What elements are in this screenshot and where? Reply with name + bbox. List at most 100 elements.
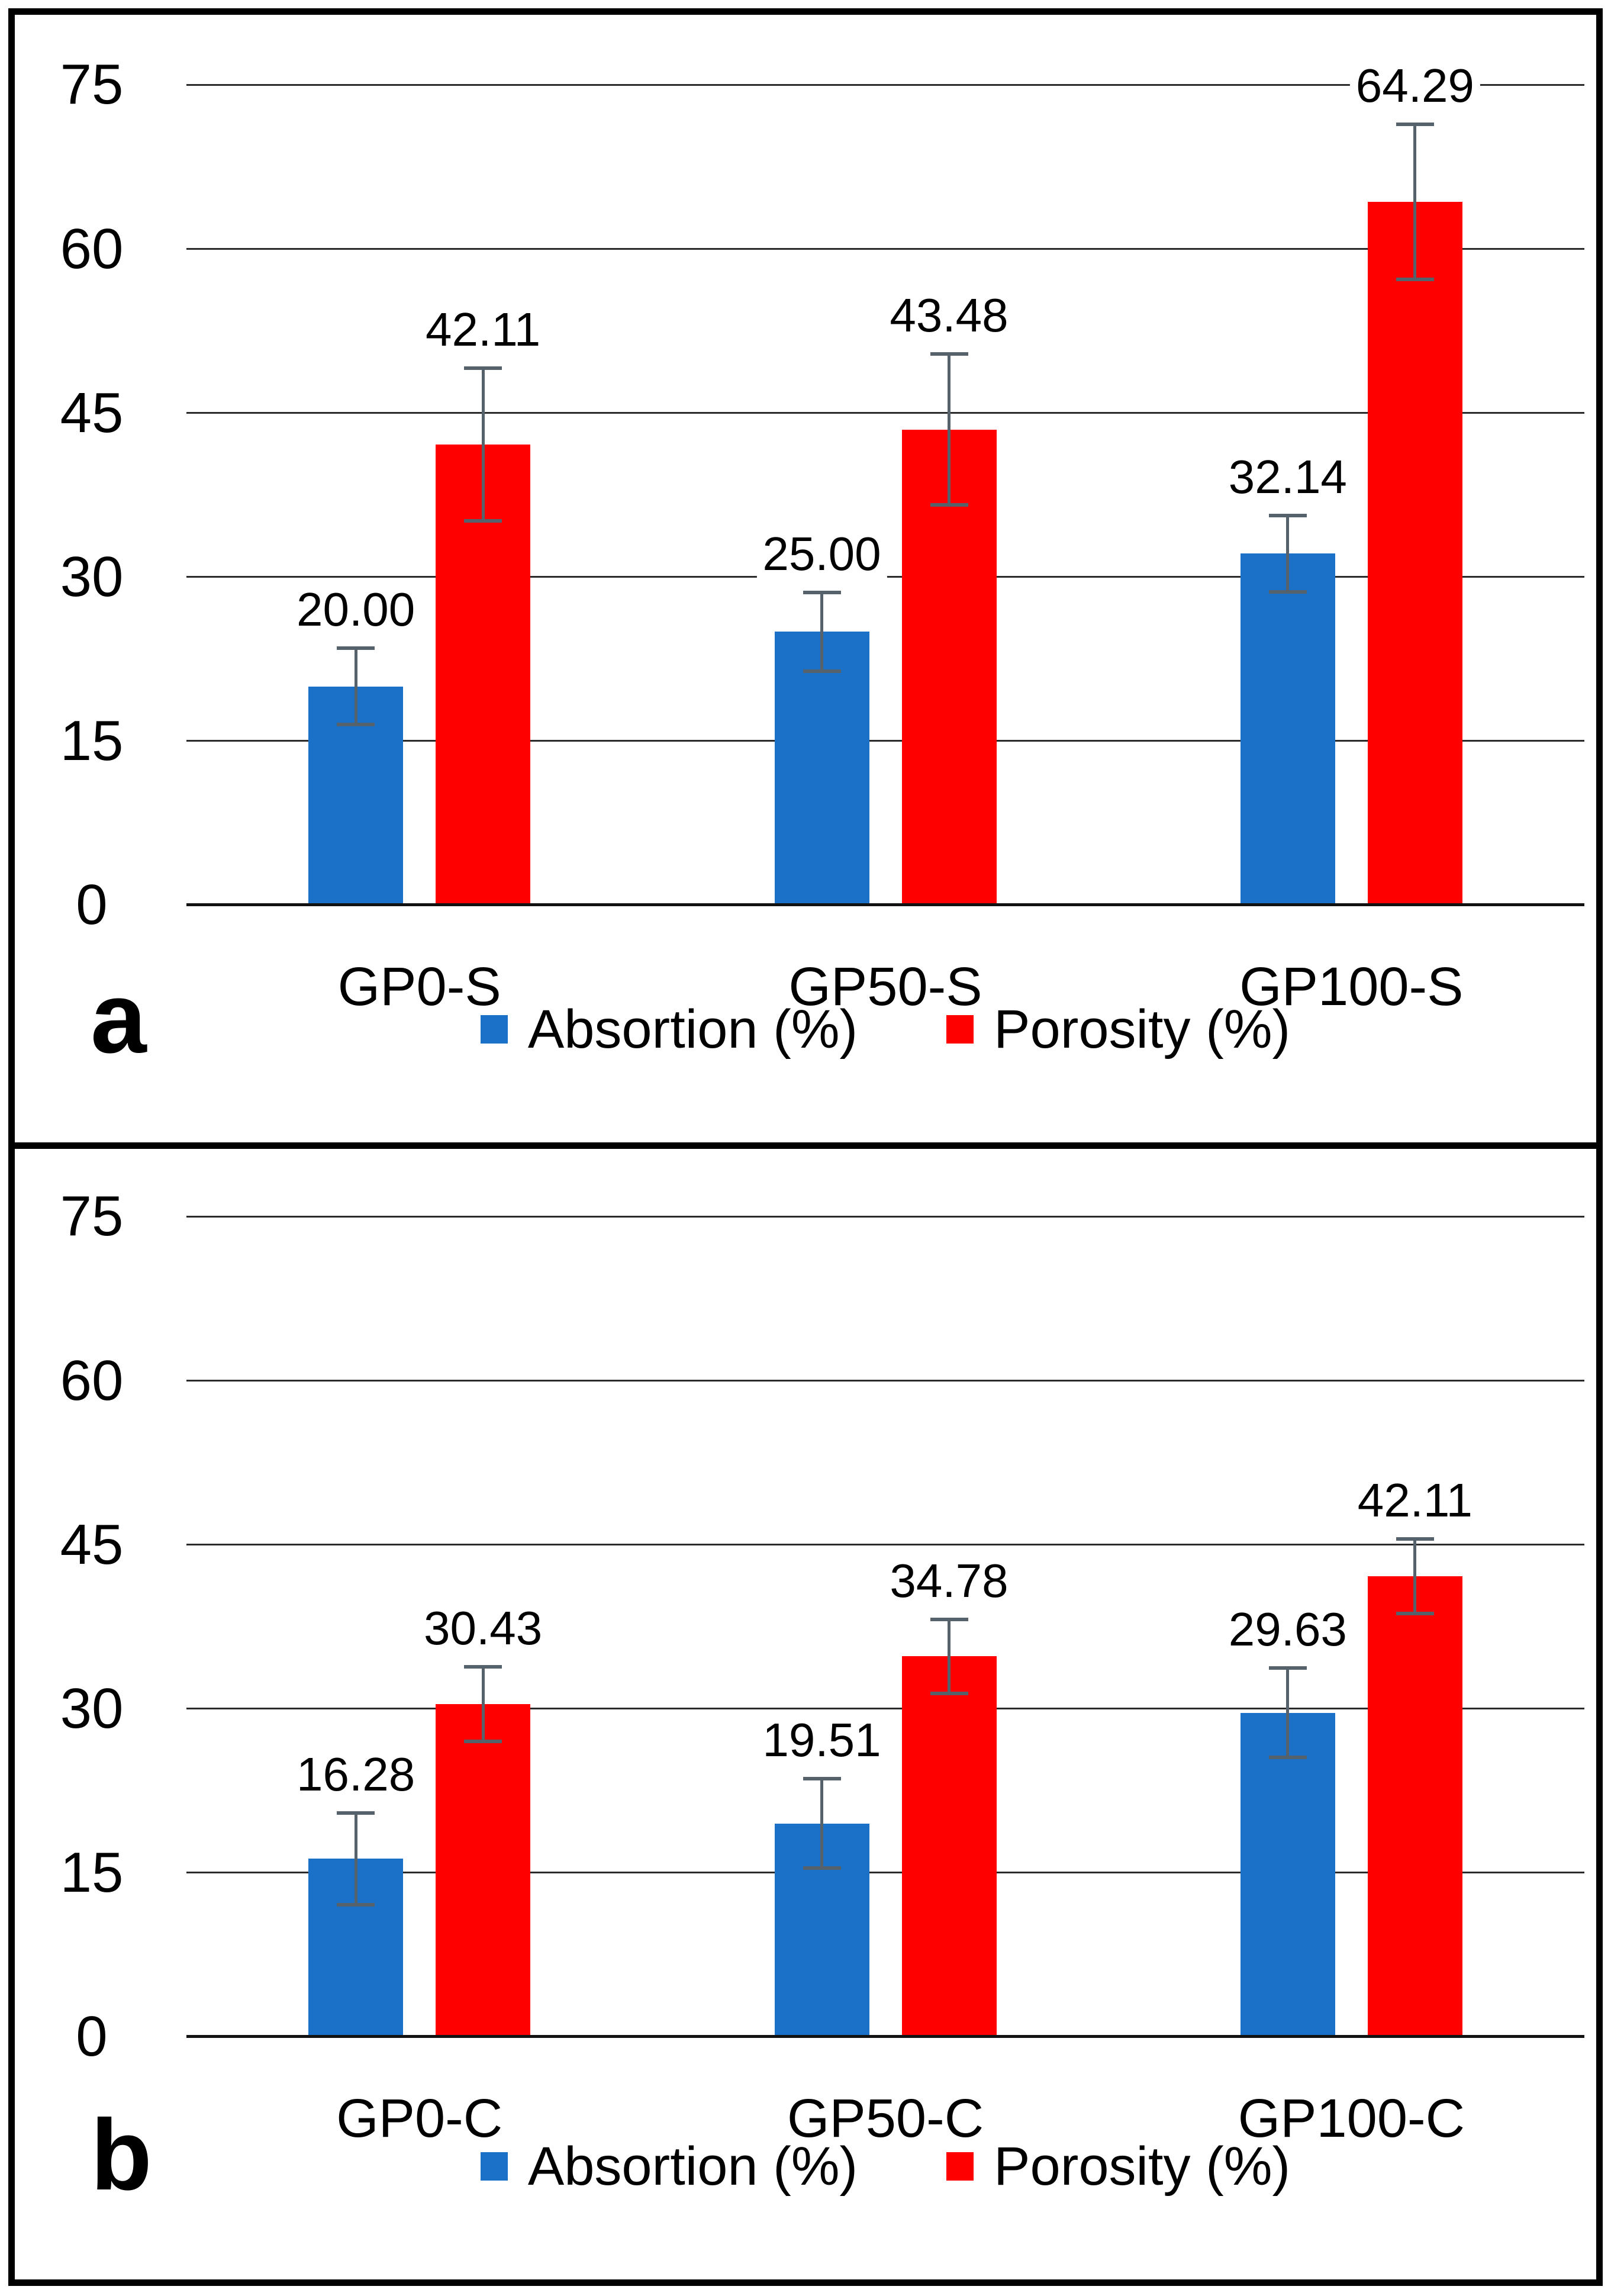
category-label-GP50-C: GP50-C (787, 2088, 984, 2149)
data-label: 16.28 (291, 1749, 421, 1800)
legend-label: Absortion (%) (527, 2136, 858, 2197)
error-bar-cap (464, 366, 502, 370)
error-bar (948, 354, 951, 505)
legend-b: Absortion (%) Porosity (%) (186, 2136, 1584, 2197)
gridline-30 (186, 1708, 1584, 1710)
legend-swatch-porosity (946, 2152, 974, 2181)
error-bar-cap (1268, 513, 1307, 517)
gridline-45 (186, 412, 1584, 414)
legend-item: Absortion (%) (480, 2136, 858, 2197)
legend-swatch-absortion (480, 2152, 508, 2181)
legend-label: Porosity (%) (994, 999, 1291, 1060)
gridline-15 (186, 1872, 1584, 1874)
error-bar-cap (464, 1739, 502, 1743)
category-axis-b: GP0-C GP50-C GP100-C (186, 2088, 1584, 2149)
error-bar-cap (337, 1902, 375, 1907)
error-bar-cap (464, 519, 502, 523)
y-axis-tick: 60 (60, 217, 124, 281)
error-bar-cap (803, 1776, 841, 1780)
y-axis-tick: 75 (60, 53, 124, 117)
category-label-GP100-C: GP100-C (1238, 2088, 1465, 2149)
error-bar-cap (337, 646, 375, 650)
panel-b: 16.28 30.43 19.51 34.78 29.63 42.11 GP0-C GP50… (15, 1149, 1596, 2279)
gridline-60 (186, 1380, 1584, 1382)
error-bar-cap (337, 723, 375, 727)
error-bar (820, 1778, 823, 1869)
bar-porosity-GP50-S (901, 429, 997, 905)
error-bar-cap (1268, 1756, 1307, 1760)
y-axis-tick: 75 (60, 1184, 124, 1248)
error-bar (1413, 124, 1417, 280)
error-bar-cap (337, 1811, 375, 1815)
category-label-GP50-S: GP50-S (788, 957, 982, 1017)
data-label: 32.14 (1222, 452, 1353, 503)
x-axis-line (186, 903, 1584, 906)
y-axis-tick: 0 (76, 873, 108, 936)
plot-area-a: 20.00 42.11 25.00 43.48 32.14 64.29 (186, 30, 1584, 906)
category-axis-a: GP0-S GP50-S GP100-S (186, 957, 1584, 1017)
bar-absortion-GP100-S (1240, 553, 1335, 905)
x-axis-line (186, 2035, 1584, 2038)
category-label-GP100-S: GP100-S (1239, 957, 1464, 1017)
error-bar (481, 1667, 485, 1741)
y-axis-tick: 45 (60, 381, 124, 445)
category-label-GP0-C: GP0-C (336, 2088, 503, 2149)
error-bar (820, 592, 823, 671)
data-label: 29.63 (1222, 1604, 1353, 1655)
error-bar-cap (1268, 590, 1307, 594)
bar-porosity-GP100-C (1367, 1576, 1462, 2037)
error-bar (354, 648, 357, 725)
legend-swatch-porosity (946, 1015, 974, 1044)
panel-a: 20.00 42.11 25.00 43.48 32.14 64.29 GP0-S GP50… (15, 15, 1596, 1142)
data-label: 42.11 (1351, 1476, 1478, 1527)
error-bar (1286, 1667, 1290, 1758)
bar-porosity-GP50-C (901, 1656, 997, 2037)
gridline-45 (186, 1544, 1584, 1546)
bar-porosity-GP0-C (436, 1704, 531, 2037)
legend-item: Absortion (%) (480, 999, 858, 1060)
panel-letter-b: b (91, 2099, 152, 2211)
data-label: 25.00 (756, 529, 887, 579)
error-bar-cap (1396, 278, 1434, 282)
error-bar-cap (930, 1692, 968, 1696)
y-axis-tick: 60 (60, 1348, 124, 1412)
data-label: 34.78 (884, 1556, 1014, 1606)
error-bar-cap (930, 1617, 968, 1621)
data-label: 30.43 (418, 1603, 549, 1654)
error-bar (1286, 515, 1290, 592)
gridline-15 (186, 740, 1584, 742)
y-axis-tick: 45 (60, 1512, 124, 1576)
legend-label: Porosity (%) (994, 2136, 1291, 2197)
data-label: 19.51 (756, 1715, 887, 1766)
panel-divider (15, 1142, 1596, 1149)
error-bar-cap (930, 503, 968, 507)
error-bar-cap (1396, 123, 1434, 127)
error-bar-cap (930, 352, 968, 356)
error-bar-cap (803, 669, 841, 673)
gridline-60 (186, 248, 1584, 250)
error-bar-cap (464, 1665, 502, 1669)
error-bar (481, 368, 485, 521)
data-label: 43.48 (884, 291, 1014, 342)
gridline-75 (186, 1215, 1584, 1218)
bar-porosity-GP100-S (1367, 202, 1462, 905)
y-axis-tick: 30 (60, 545, 124, 608)
legend-a: Absortion (%) Porosity (%) (186, 999, 1584, 1060)
error-bar-cap (803, 590, 841, 594)
data-label: 20.00 (291, 584, 421, 635)
figure-frame: 20.00 42.11 25.00 43.48 32.14 64.29 GP0-S GP50… (8, 8, 1603, 2286)
legend-item: Porosity (%) (946, 999, 1291, 1060)
error-bar-cap (1268, 1666, 1307, 1670)
error-bar-cap (1396, 1611, 1434, 1615)
panel-letter-a: a (91, 962, 147, 1074)
error-bar-cap (803, 1866, 841, 1870)
legend-label: Absortion (%) (527, 999, 858, 1060)
gridline-75 (186, 83, 1584, 86)
bar-absortion-GP50-S (774, 632, 869, 905)
error-bar (948, 1619, 951, 1694)
plot-area-b: 16.28 30.43 19.51 34.78 29.63 42.11 (186, 1162, 1584, 2038)
data-label: 42.11 (420, 304, 547, 355)
legend-swatch-absortion (480, 1015, 508, 1044)
y-axis-tick: 15 (60, 1840, 124, 1904)
legend-item: Porosity (%) (946, 2136, 1291, 2197)
